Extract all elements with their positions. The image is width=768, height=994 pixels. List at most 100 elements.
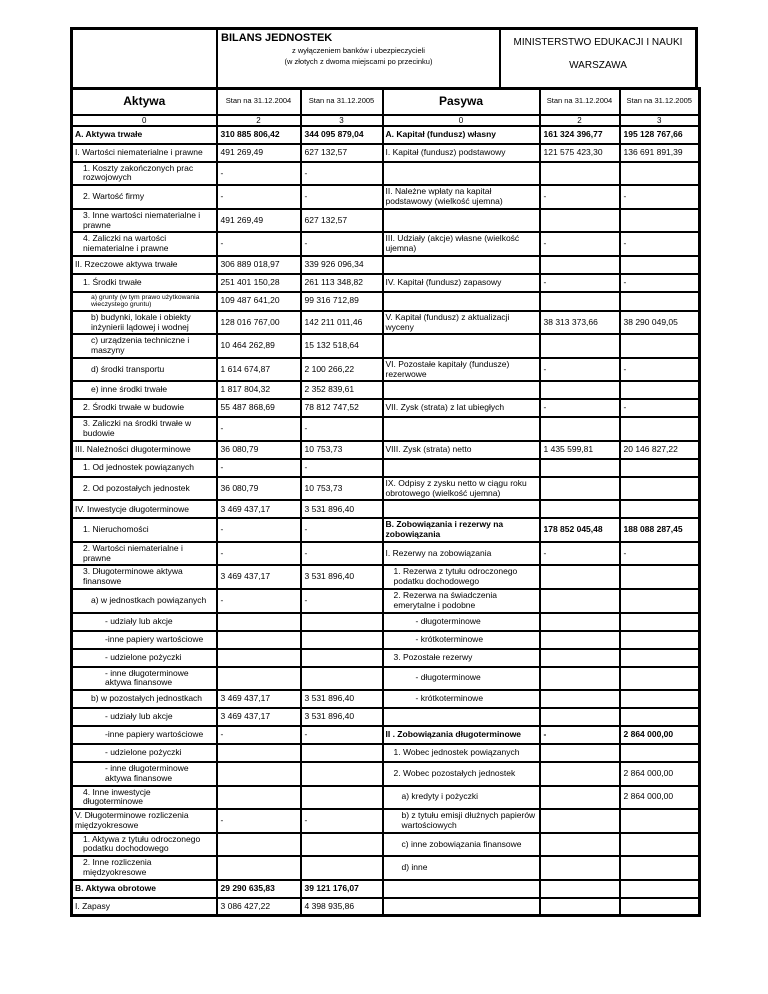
left-value-2004-cell: 109 487 641,20	[215, 290, 302, 312]
left-value-2005-cell: 39 121 176,07	[299, 878, 384, 899]
form-subtitle-1: z wyłączeniem banków i ubezpieczycieli	[292, 46, 425, 55]
left-label-cell: - udzielone pożyczki	[70, 743, 218, 764]
right-value-2005-cell: 2 864 000,00	[618, 725, 701, 746]
table-row: - inne długoterminowe aktywa finansowe 2.…	[70, 761, 701, 787]
right-value-2005-cell	[618, 333, 701, 359]
right-label-cell: V. Kapitał (fundusz) z aktualizacji wyce…	[381, 309, 541, 336]
table-row: e) inne środki trwałe 1 817 804,32 2 352 8…	[70, 380, 701, 401]
left-label-cell: II. Rzeczowe aktywa trwałe	[70, 254, 218, 275]
table-row: 1. Nieruchomości - - B. Zobowiązania i reze…	[70, 517, 701, 543]
left-value-2005-cell: 3 531 896,40	[299, 499, 384, 520]
left-label-cell: 2. Od pozostałych jednostek	[70, 475, 218, 502]
col-index-1: 2	[215, 113, 302, 127]
right-value-2004-cell: -	[538, 272, 621, 293]
table-row: 3. Długoterminowe aktywa finansowe 3 469 …	[70, 564, 701, 590]
left-value-2004-cell: 310 885 806,42	[215, 124, 302, 145]
right-value-2005-cell	[618, 499, 701, 520]
col-index-2: 3	[299, 113, 384, 127]
right-value-2005-cell	[618, 707, 701, 728]
right-value-2004-cell	[538, 290, 621, 312]
right-label-cell: II. Należne wpłaty na kapitał podstawowy…	[381, 184, 541, 210]
table-row: 1. Środki trwałe 251 401 150,28 261 113 34…	[70, 272, 701, 293]
right-value-2004-cell	[538, 647, 621, 668]
right-value-2005-cell	[618, 611, 701, 632]
left-label-cell: 2. Środki trwałe w budowie	[70, 398, 218, 419]
form-title: BILANS JEDNOSTEK	[221, 32, 333, 44]
balance-table: Aktywa Stan na 31.12.2004 Stan na 31.12.…	[70, 87, 701, 918]
right-label-cell: 2. Wobec pozostałych jednostek	[381, 761, 541, 787]
right-value-2004-cell: 178 852 045,48	[538, 517, 621, 543]
left-value-2004-cell: 1 614 674,87	[215, 356, 302, 383]
right-value-2005-cell	[618, 588, 701, 614]
table-row: - inne długoterminowe aktywa finansowe - …	[70, 665, 701, 692]
left-label-cell: c) urządzenia techniczne i maszyny	[70, 333, 218, 359]
header-empty-cell	[73, 30, 218, 87]
left-value-2004-cell: 128 016 767,00	[215, 309, 302, 336]
left-label-cell: d) środki transportu	[70, 356, 218, 383]
right-value-2004-cell	[538, 784, 621, 811]
left-value-2004-cell: -	[215, 808, 302, 834]
right-value-2005-cell: -	[618, 231, 701, 257]
table-row: a) w jednostkach powiązanych - -2. Rezerwa…	[70, 588, 701, 614]
left-label-cell: I. Zapasy	[70, 896, 218, 917]
right-value-2004-cell	[538, 564, 621, 590]
header-ministry-cell: MINISTERSTWO EDUKACJI I NAUKI WARSZAWA	[501, 30, 695, 87]
right-label-cell	[381, 896, 541, 917]
right-value-2005-cell	[618, 896, 701, 917]
table-row: a) grunty (w tym prawo użytkowania wiecz…	[70, 290, 701, 312]
left-value-2005-cell: -	[299, 517, 384, 543]
left-label-cell: 2. Inne rozliczenia międzyokresowe	[70, 855, 218, 881]
left-value-2004-cell: 3 469 437,17	[215, 564, 302, 590]
right-value-2005-cell	[618, 160, 701, 187]
left-value-2004-cell: -	[215, 588, 302, 614]
table-row: - udziały lub akcje - długoterminowe	[70, 611, 701, 632]
table-row: 1. Aktywa z tytułu odroczonego podatku d…	[70, 831, 701, 858]
left-value-2004-cell: 491 269,49	[215, 207, 302, 234]
left-label-cell: 2. Wartość firmy	[70, 184, 218, 210]
right-value-2004-cell	[538, 611, 621, 632]
form-subtitle-2: (w złotych z dwoma miejscami po przecink…	[284, 57, 433, 66]
left-value-2004-cell: -	[215, 160, 302, 187]
right-value-2004-cell	[538, 665, 621, 692]
right-value-2005-cell: 195 128 767,66	[618, 124, 701, 145]
right-value-2005-cell	[618, 689, 701, 710]
left-value-2004-cell: -	[215, 517, 302, 543]
ministry-city: WARSZAWA	[569, 60, 627, 71]
left-value-2005-cell: 78 812 747,52	[299, 398, 384, 419]
table-row: -inne papiery wartościowe - - II . Zobowiąz…	[70, 725, 701, 746]
col-header-stan-2005-left: Stan na 31.12.2005	[299, 87, 384, 116]
left-label-cell: - udziały lub akcje	[70, 611, 218, 632]
table-row: B. Aktywa obrotowe 29 290 635,83 39 121 17…	[70, 878, 701, 899]
left-value-2004-cell	[215, 784, 302, 811]
right-value-2004-cell	[538, 707, 621, 728]
left-label-cell: 1. Aktywa z tytułu odroczonego podatku d…	[70, 831, 218, 858]
right-value-2004-cell	[538, 333, 621, 359]
right-value-2004-cell	[538, 588, 621, 614]
table-row: V. Długoterminowe rozliczenia międzyokre…	[70, 808, 701, 834]
right-value-2005-cell: -	[618, 398, 701, 419]
balance-sheet: BILANS JEDNOSTEK z wyłączeniem banków i …	[70, 27, 701, 918]
right-label-cell	[381, 207, 541, 234]
right-value-2005-cell	[618, 647, 701, 668]
right-label-cell: 1. Wobec jednostek powiązanych	[381, 743, 541, 764]
left-value-2005-cell: -	[299, 725, 384, 746]
table-row: 4. Inne inwestycje długoterminowe a) kred…	[70, 784, 701, 811]
left-label-cell: b) w pozostałych jednostkach	[70, 689, 218, 710]
right-value-2004-cell	[538, 878, 621, 899]
right-value-2004-cell: 161 324 396,77	[538, 124, 621, 145]
left-value-2004-cell	[215, 647, 302, 668]
left-value-2005-cell: 627 132,57	[299, 142, 384, 163]
right-label-cell	[381, 707, 541, 728]
left-label-cell: 4. Inne inwestycje długoterminowe	[70, 784, 218, 811]
right-value-2004-cell	[538, 254, 621, 275]
right-label-cell: 1. Rezerwa z tytułu odroczonego podatku …	[381, 564, 541, 590]
right-value-2004-cell: -	[538, 540, 621, 567]
right-label-cell: - długoterminowe	[381, 665, 541, 692]
right-value-2005-cell: -	[618, 356, 701, 383]
left-value-2005-cell: 3 531 896,40	[299, 689, 384, 710]
right-value-2004-cell	[538, 380, 621, 401]
left-value-2005-cell	[299, 831, 384, 858]
right-value-2005-cell	[618, 855, 701, 881]
left-label-cell: - udzielone pożyczki	[70, 647, 218, 668]
